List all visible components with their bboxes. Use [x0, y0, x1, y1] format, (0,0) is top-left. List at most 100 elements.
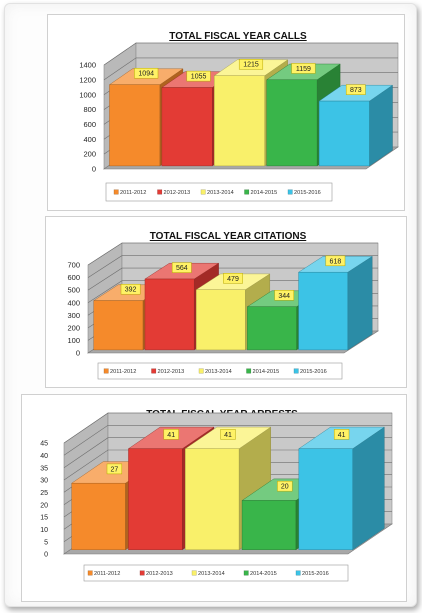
arrests-bar-front: [71, 482, 126, 550]
citations-data-label: 344: [274, 290, 295, 301]
citations-bar-front: [144, 278, 195, 351]
calls-y-tick-label: 1400: [79, 61, 96, 70]
citations-gridline: [87, 242, 378, 266]
citations-data-label-text: 618: [330, 258, 342, 265]
arrests-y-tick-label: 10: [40, 527, 48, 534]
arrests-bar-front: [185, 448, 240, 550]
calls-y-tick-label: 0: [92, 165, 96, 174]
citations-legend-swatch: [293, 368, 299, 374]
citations-data-label: 618: [325, 255, 346, 267]
arrests-y-tick-label: 20: [40, 502, 48, 509]
calls-legend-label: 2015-2016: [294, 190, 321, 196]
calls-data-label-bg: [238, 58, 264, 70]
chart-panel-arrests: TOTAL FISCAL YEAR ARRESTS051015202530354…: [21, 394, 407, 602]
citations-legend-label: 2012-2013: [158, 369, 185, 375]
calls-data-label-bg: [134, 67, 159, 79]
citations-data-label-bg: [223, 273, 243, 284]
arrests-data-label-bg: [106, 463, 123, 475]
arrests-y-tick-label: 45: [40, 441, 48, 448]
citations-legend-label: 2014-2015: [253, 369, 280, 375]
arrests-data-label: 41: [333, 429, 350, 440]
calls-data-label: 1215: [238, 58, 264, 70]
citations-chart: TOTAL FISCAL YEAR CITATIONS 0 100 200 300 400…: [67, 231, 380, 380]
calls-chart: TOTAL FISCAL YEAR CALLS 0 200 400 600 800 1000…: [79, 31, 399, 202]
arrests-y-tick-label: 5: [44, 539, 48, 546]
citations-data-label: 564: [171, 262, 192, 273]
citations-legend-label: 2011-2012: [110, 369, 136, 375]
calls-y-tick-label: 400: [83, 135, 96, 144]
calls-legend-label: 2011-2012: [120, 190, 146, 196]
citations-y-tick-label: 500: [67, 286, 80, 295]
calls-y-tick-label: 600: [83, 120, 96, 129]
calls-bar-front: [109, 84, 161, 167]
arrests-y-tick-label: 40: [40, 453, 48, 460]
calls-legend-swatch: [244, 189, 250, 195]
citations-data-label-text: 344: [278, 293, 290, 300]
calls-bar-front: [266, 79, 318, 167]
citations-data-label-bg: [325, 255, 346, 267]
arrests-legend-swatch: [139, 570, 145, 576]
arrests-data-label-text: 20: [281, 484, 289, 491]
calls-legend-swatch: [200, 189, 206, 195]
calls-y-tick-label: 200: [83, 150, 96, 159]
citations-legend-label: 2013-2014: [205, 369, 232, 375]
arrests-gridline: [63, 437, 392, 468]
citations-legend-swatch: [103, 368, 109, 374]
calls-legend-swatch: [287, 189, 293, 195]
citations-data-label-bg: [274, 290, 295, 301]
citations-legend-swatch: [198, 368, 204, 374]
calls-legend: 2011-2012 2012-2013 2013-2014 2014-2015 2015…: [105, 182, 333, 202]
calls-legend-label: 2012-2013: [164, 190, 191, 196]
citations-bar: [297, 256, 373, 351]
arrests-legend: 2011-2012 2012-2013 2013-2014 2014-2015 2015…: [83, 564, 349, 582]
citations-legend-swatch: [151, 368, 157, 374]
calls-chart-title: TOTAL FISCAL YEAR CALLS: [169, 31, 307, 42]
arrests-legend-swatch: [191, 570, 197, 576]
calls-data-label: 1055: [186, 70, 211, 82]
arrests-chart: TOTAL FISCAL YEAR ARRESTS051015202530354…: [40, 409, 393, 582]
calls-data-label-text: 1215: [243, 62, 259, 69]
calls-data-label: 1094: [134, 67, 159, 79]
calls-bar: [318, 84, 394, 167]
arrests-legend-label: 2012-2013: [146, 571, 173, 577]
citations-bar-front: [298, 272, 348, 351]
citations-legend: 2011-2012 2012-2013 2013-2014 2014-2015 2015…: [97, 362, 343, 380]
calls-data-label: 873: [345, 84, 366, 95]
calls-data-label-text: 1055: [191, 74, 207, 81]
arrests-gridline: [63, 412, 392, 444]
arrests-data-label: 41: [220, 429, 236, 440]
citations-y-tick-label: 400: [67, 298, 80, 307]
citations-y-tick-label: 300: [67, 311, 80, 320]
calls-bar-front: [161, 87, 213, 167]
calls-y-tick-label: 1200: [79, 75, 96, 84]
calls-legend-label: 2013-2014: [207, 190, 234, 196]
calls-data-label-text: 1094: [138, 71, 154, 78]
arrests-gridline: [63, 424, 392, 456]
arrests-data-label-text: 27: [111, 466, 119, 473]
arrests-data-label-bg: [277, 480, 293, 492]
arrests-data-label: 41: [163, 429, 179, 440]
arrests-data-label-text: 41: [167, 432, 175, 439]
citations-legend-box: [97, 362, 343, 380]
citations-data-label-text: 392: [125, 287, 137, 294]
calls-bar-front: [318, 100, 370, 167]
citations-data-label-text: 479: [227, 276, 239, 283]
arrests-legend-box: [83, 564, 349, 582]
arrests-legend-label: 2014-2015: [250, 571, 277, 577]
calls-bar-front: [214, 75, 265, 167]
citations-legend-label: 2015-2016: [300, 369, 327, 375]
citations-data-label: 392: [120, 283, 141, 295]
arrests-bar: [298, 426, 385, 551]
arrests-data-label-bg: [333, 429, 350, 440]
citations-gridline: [87, 280, 378, 303]
calls-y-tick-label: 1000: [79, 90, 96, 99]
arrests-legend-swatch: [87, 570, 93, 576]
arrests-data-label-bg: [220, 429, 236, 440]
calls-y-tick-label: 800: [83, 105, 96, 114]
document-page: TOTAL FISCAL YEAR CALLS 0 200 400 600 800 1000…: [4, 3, 417, 607]
citations-data-label-text: 564: [176, 265, 188, 272]
arrests-legend-label: 2013-2014: [198, 571, 225, 577]
citations-gridline: [87, 255, 378, 278]
arrests-y-tick-label: 25: [40, 490, 48, 497]
chart-panel-calls: TOTAL FISCAL YEAR CALLS 0 200 400 600 800 1000…: [47, 14, 405, 211]
